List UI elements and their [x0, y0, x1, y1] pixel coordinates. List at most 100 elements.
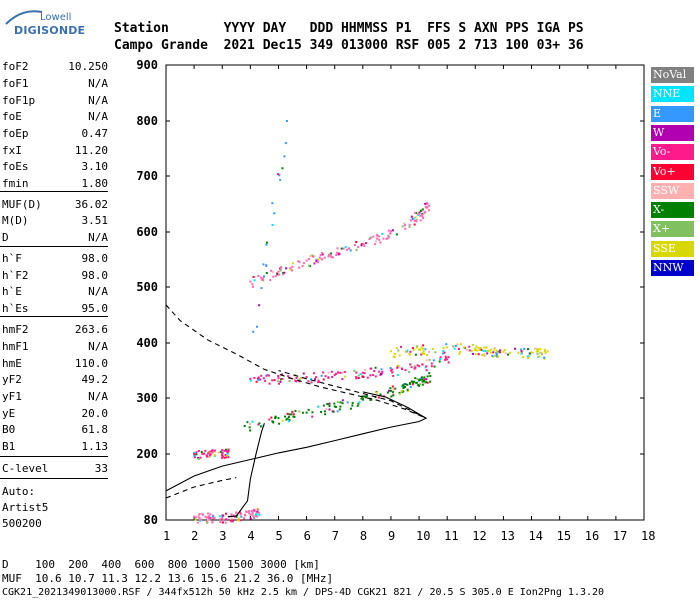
data-point [257, 423, 260, 426]
data-point [418, 365, 421, 368]
data-point [413, 223, 416, 226]
data-point [428, 358, 431, 361]
data-point [278, 273, 281, 276]
data-point [313, 255, 316, 258]
data-point [223, 449, 226, 452]
data-point [293, 377, 296, 380]
data-point [271, 379, 274, 382]
data-point [419, 214, 422, 217]
data-point [285, 267, 288, 270]
param-row: foE N/A [2, 110, 108, 124]
data-point [375, 240, 378, 243]
profile-line [227, 423, 265, 518]
data-point [197, 449, 200, 452]
data-point [322, 404, 325, 407]
data-point [272, 420, 275, 423]
data-point [382, 237, 385, 240]
data-point [333, 402, 336, 405]
data-point [507, 353, 510, 356]
data-point [385, 237, 388, 240]
data-point [219, 521, 222, 524]
data-point [230, 520, 233, 523]
data-point [364, 396, 367, 399]
param-row: M(D) 3.51 [2, 214, 108, 228]
data-point [260, 374, 263, 377]
data-point [392, 374, 395, 377]
data-point [249, 513, 252, 516]
data-point [423, 376, 426, 379]
data-point [193, 515, 196, 518]
header-labels: Station YYYY DAY DDD HHMMSS P1 FFS S AXN… [114, 21, 584, 36]
data-point [526, 356, 529, 359]
data-point [502, 350, 505, 353]
data-point [195, 451, 198, 454]
chart-lines [165, 304, 428, 518]
data-point [341, 371, 344, 374]
panel-divider [0, 478, 108, 479]
data-point [419, 348, 422, 351]
data-point [305, 259, 308, 262]
data-point [419, 219, 422, 222]
data-point [338, 252, 341, 255]
data-point [227, 456, 230, 459]
data-point [270, 269, 273, 272]
param-row: B0 61.8 [2, 423, 108, 437]
data-point [355, 371, 358, 374]
data-point [253, 279, 256, 282]
data-point [540, 351, 543, 354]
data-point [339, 405, 342, 408]
data-point [406, 349, 409, 352]
data-point [459, 343, 462, 346]
data-point [369, 399, 372, 402]
data-point [325, 408, 328, 411]
data-point [310, 381, 313, 384]
param-value: 1.13 [81, 440, 109, 453]
x-tick-label: 7 [332, 529, 339, 543]
data-point [412, 348, 415, 351]
data-point [249, 379, 252, 382]
data-point [279, 378, 282, 381]
data-point [490, 348, 493, 351]
param-name: C-level [2, 462, 49, 475]
data-point [343, 370, 346, 373]
data-point [298, 378, 301, 381]
param-name: h`E [2, 285, 22, 298]
data-point [247, 510, 250, 513]
data-point [305, 411, 308, 414]
data-point [401, 225, 404, 228]
data-point [245, 510, 248, 513]
data-point [496, 355, 499, 358]
data-point [480, 348, 483, 351]
param-value: N/A [88, 231, 108, 244]
data-point [393, 356, 396, 359]
data-point [381, 232, 384, 235]
data-point [279, 269, 282, 272]
data-point [307, 408, 310, 411]
data-point [345, 248, 348, 251]
data-point [416, 364, 419, 367]
data-point [256, 325, 259, 328]
data-point [277, 377, 280, 380]
data-point [392, 388, 395, 391]
data-point [209, 513, 212, 516]
data-point [207, 512, 210, 515]
data-point [412, 382, 415, 385]
data-point [355, 376, 358, 379]
data-point [227, 448, 230, 451]
data-point [255, 510, 258, 513]
data-point [224, 453, 227, 456]
data-point [485, 346, 488, 349]
data-point [415, 346, 418, 349]
data-point [409, 350, 412, 353]
data-point [399, 345, 402, 348]
data-point [495, 349, 498, 352]
data-point [353, 369, 356, 372]
param-value: 33 [94, 462, 108, 475]
data-point [256, 515, 259, 518]
data-point [262, 377, 265, 380]
data-point [248, 422, 251, 425]
data-point [357, 374, 360, 377]
x-tick-label: 17 [613, 529, 627, 543]
y-tick-label: 200 [136, 447, 158, 461]
param-value: 263.6 [74, 323, 108, 336]
